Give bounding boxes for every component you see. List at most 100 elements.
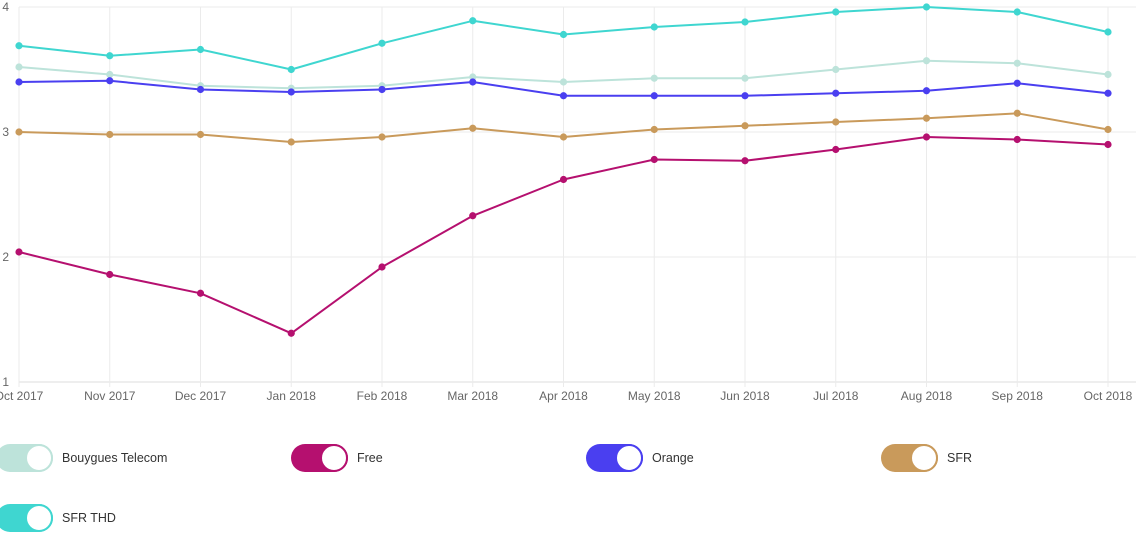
- data-point-sfr-thd: [287, 65, 295, 74]
- data-point-free: [1013, 135, 1021, 144]
- data-point-sfr-thd: [106, 52, 114, 60]
- toggle-switch[interactable]: [586, 444, 643, 472]
- x-tick-label: Feb 2018: [357, 389, 408, 403]
- toggle-knob[interactable]: [910, 444, 938, 472]
- data-point-sfr-thd: [196, 45, 205, 54]
- data-point-bouygues-telecom: [106, 70, 114, 79]
- line-chart: 1 2 3 4 Oct 2017 Nov 2017 Dec 2017 Jan 2018 Feb…: [0, 0, 1136, 403]
- data-point-free: [832, 145, 840, 154]
- data-point-bouygues-telecom: [559, 78, 568, 86]
- data-point-orange: [922, 87, 931, 95]
- x-tick-label: May 2018: [628, 389, 681, 403]
- series-sfr-thd: [15, 3, 1112, 74]
- data-point-sfr: [650, 125, 658, 134]
- data-point-sfr: [922, 114, 931, 122]
- data-point-orange: [196, 85, 205, 94]
- data-point-sfr-thd: [1013, 8, 1021, 16]
- x-tick-label: Apr 2018: [539, 389, 588, 403]
- data-point-bouygues-telecom: [741, 74, 749, 82]
- data-point-orange: [741, 92, 749, 100]
- data-point-sfr-thd: [922, 3, 931, 11]
- data-point-sfr-thd: [650, 23, 658, 31]
- data-point-bouygues-telecom: [469, 73, 477, 81]
- toggle-knob[interactable]: [320, 444, 348, 472]
- data-point-bouygues-telecom: [922, 57, 931, 65]
- data-point-orange: [378, 85, 386, 94]
- legend-label: SFR: [947, 451, 972, 465]
- x-tick-label: Jul 2018: [813, 389, 859, 403]
- data-point-free: [469, 212, 477, 220]
- series-sfr: [15, 109, 1112, 146]
- y-tick-label: 2: [2, 250, 9, 264]
- legend-label: Free: [357, 451, 383, 465]
- legend-item-sfr-thd[interactable]: SFR THD: [0, 503, 116, 533]
- legend-label: Bouygues Telecom: [62, 451, 168, 465]
- series-free: [15, 133, 1112, 337]
- data-point-sfr: [1013, 109, 1021, 117]
- data-point-orange: [469, 78, 477, 86]
- data-point-bouygues-telecom: [650, 74, 658, 82]
- toggle-switch[interactable]: [0, 444, 53, 472]
- toggle-knob[interactable]: [25, 504, 53, 532]
- toggle-switch[interactable]: [881, 444, 938, 472]
- data-point-sfr: [741, 122, 749, 130]
- y-tick-label: 1: [2, 375, 9, 389]
- data-point-free: [1104, 140, 1112, 149]
- data-point-free: [378, 263, 386, 271]
- x-tick-label: Mar 2018: [447, 389, 498, 403]
- series-layer: [15, 3, 1112, 337]
- data-point-orange: [832, 89, 840, 97]
- data-point-free: [741, 157, 749, 165]
- data-point-sfr: [15, 128, 23, 136]
- legend-item-bouygues-telecom[interactable]: Bouygues Telecom: [0, 443, 167, 473]
- data-point-orange: [650, 92, 658, 100]
- toggle-knob[interactable]: [615, 444, 643, 472]
- x-tick-label: Dec 2017: [175, 389, 227, 403]
- legend-label: Orange: [652, 451, 694, 465]
- data-point-free: [922, 133, 931, 141]
- data-point-sfr-thd: [741, 18, 749, 26]
- data-point-bouygues-telecom: [1104, 70, 1112, 79]
- data-point-sfr-thd: [832, 8, 840, 16]
- x-tick-label: Oct 2017: [0, 389, 44, 403]
- data-point-sfr: [196, 130, 205, 139]
- data-point-sfr-thd: [15, 42, 23, 50]
- data-point-sfr: [469, 124, 477, 132]
- x-tick-label: Jun 2018: [720, 389, 770, 403]
- data-point-bouygues-telecom: [15, 63, 23, 71]
- legend-item-orange[interactable]: Orange: [586, 443, 694, 473]
- x-tick-label: Jan 2018: [267, 389, 317, 403]
- data-point-orange: [287, 88, 295, 96]
- data-point-orange: [559, 92, 568, 100]
- data-point-sfr-thd: [378, 39, 386, 47]
- data-point-sfr: [378, 133, 386, 141]
- data-point-sfr: [559, 133, 568, 141]
- grid-layer: [18, 6, 1136, 387]
- toggle-knob[interactable]: [25, 444, 53, 472]
- data-point-orange: [1013, 79, 1021, 87]
- legend-item-sfr[interactable]: SFR: [881, 443, 972, 473]
- y-axis: 1 2 3 4: [2, 0, 9, 389]
- data-point-sfr-thd: [1104, 28, 1112, 36]
- y-tick-label: 4: [2, 0, 9, 14]
- x-tick-label: Oct 2018: [1084, 389, 1133, 403]
- data-point-sfr-thd: [559, 30, 568, 39]
- data-point-bouygues-telecom: [832, 65, 840, 74]
- legend-label: SFR THD: [62, 511, 116, 525]
- data-point-orange: [1104, 89, 1112, 97]
- data-point-sfr: [287, 138, 295, 146]
- toggle-switch[interactable]: [0, 504, 53, 532]
- x-tick-label: Aug 2018: [901, 389, 953, 403]
- toggle-switch[interactable]: [291, 444, 348, 472]
- legend-item-free[interactable]: Free: [291, 443, 383, 473]
- x-axis: Oct 2017 Nov 2017 Dec 2017 Jan 2018 Feb 2018…: [0, 389, 1133, 403]
- data-point-free: [650, 155, 658, 164]
- data-point-orange: [106, 77, 114, 85]
- data-point-free: [559, 175, 568, 184]
- data-point-sfr: [1104, 125, 1112, 134]
- data-point-orange: [15, 78, 23, 86]
- data-point-sfr-thd: [469, 17, 477, 25]
- y-tick-label: 3: [2, 125, 9, 139]
- data-point-sfr: [106, 130, 114, 139]
